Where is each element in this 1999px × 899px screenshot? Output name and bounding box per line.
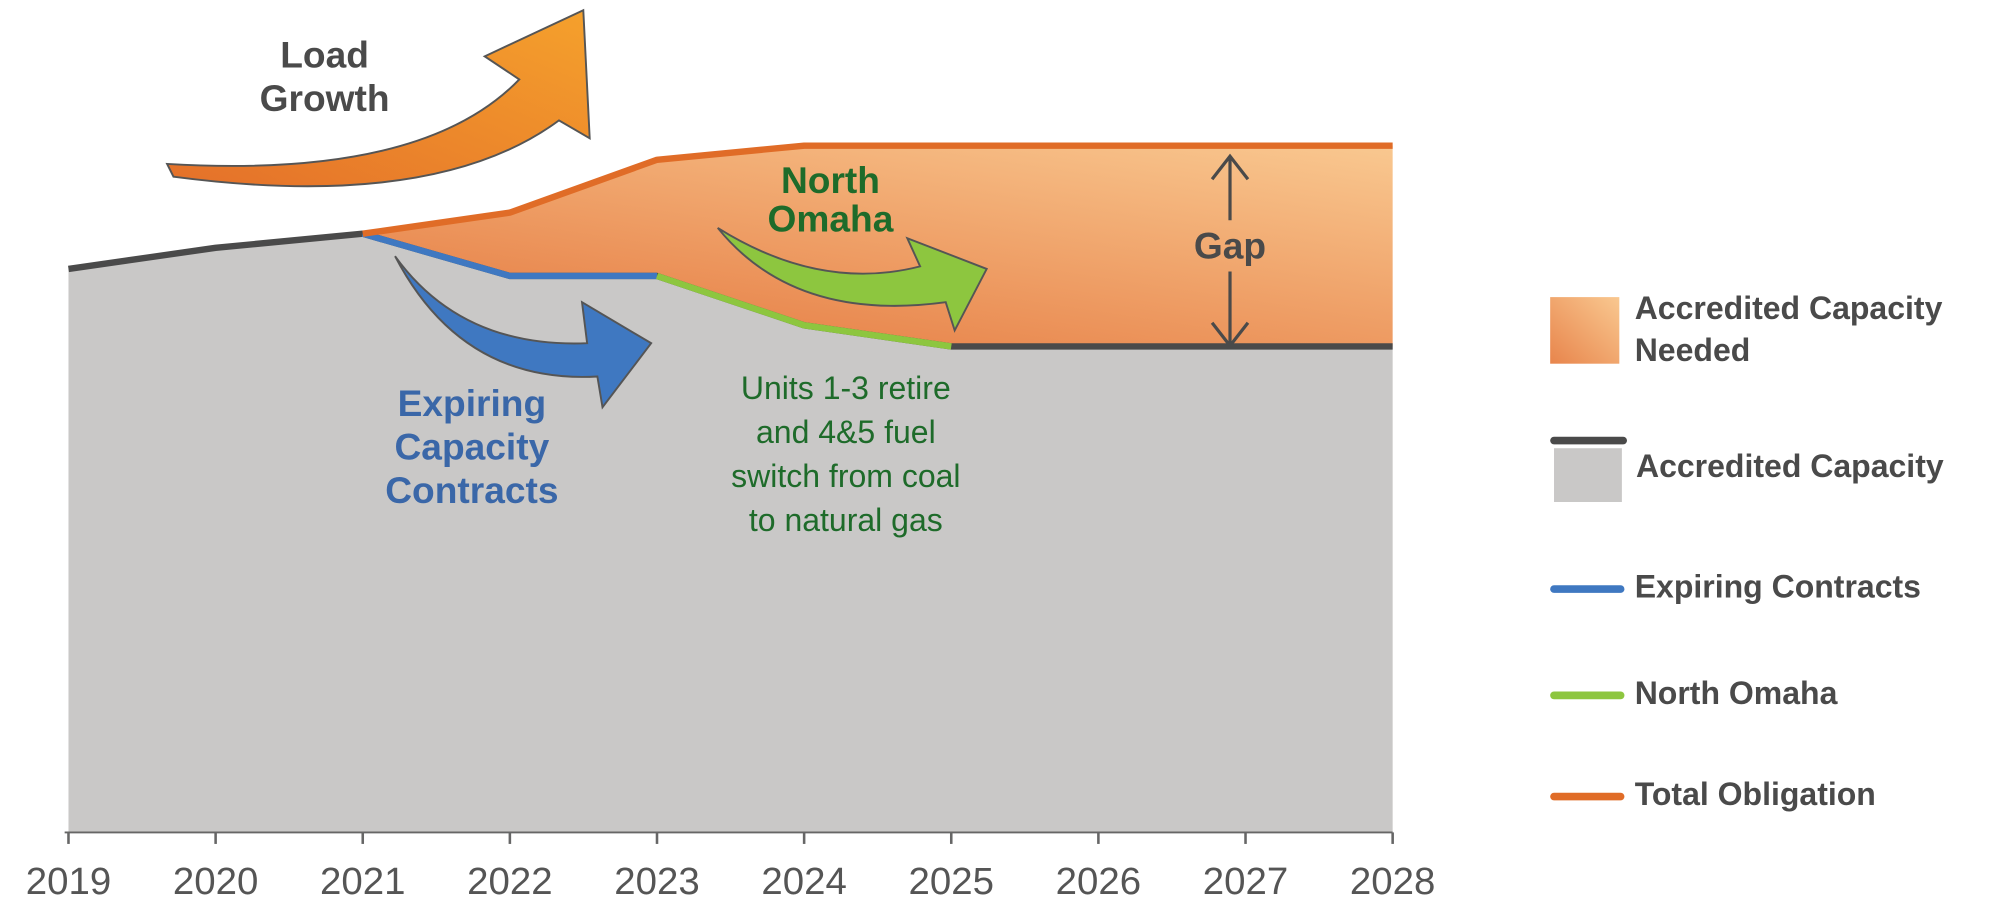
annotation: Capacity [394,425,549,467]
legend-label: Expiring Contracts [1635,569,1921,605]
legend-label: Total Obligation [1635,776,1876,812]
legend-label: Accredited Capacity [1636,448,1944,484]
needed-area [362,145,1393,347]
legend-label-line: Needed [1635,332,1751,368]
x-tick-label: 2025 [909,860,994,899]
legend-label: North Omaha [1635,675,1838,711]
annotation: Load [280,33,369,75]
legend-label: Accredited Capacity Needed [1635,291,1943,369]
load-growth-arrow [165,8,591,188]
decorations [165,8,1250,410]
capacity-area [68,233,1393,833]
legend-label-line: Accredited Capacity [1635,291,1943,327]
x-axis: 2019 2020 2021 2022 2023 2024 2025 2026 2027 2028 [26,831,1435,899]
series-line [362,142,1393,237]
plot-area [68,142,1393,833]
x-tick-label: 2020 [173,860,258,899]
annotation: and 4&5 fuel [756,414,936,450]
north-omaha-arrow [717,227,989,333]
gap-arrow [1210,153,1250,349]
annotation: Omaha [768,197,894,239]
x-tick-label: 2023 [614,860,699,899]
x-tick-label: 2026 [1056,860,1141,899]
annotation: to natural gas [749,502,943,538]
annotation: Units 1-3 retire [741,370,951,406]
annotation: switch from coal [731,458,960,494]
annotation: Gap [1194,224,1266,266]
annotation: North [781,159,880,201]
x-tick-label: 2021 [320,860,405,899]
annotation: Growth [260,77,390,119]
x-tick-label: 2022 [467,860,552,899]
legend-swatch [1550,297,1620,364]
series-line [655,272,952,350]
x-tick-label: 2028 [1350,860,1435,899]
series-line [361,230,658,280]
annotation: Contracts [385,469,558,511]
x-tick-label: 2027 [1203,860,1288,899]
legend-swatch [1554,448,1622,503]
x-tick-label: 2024 [761,860,846,899]
annotation: Expiring [398,382,547,424]
x-tick-label: 2019 [26,860,111,899]
expiring-arrow [394,255,653,410]
